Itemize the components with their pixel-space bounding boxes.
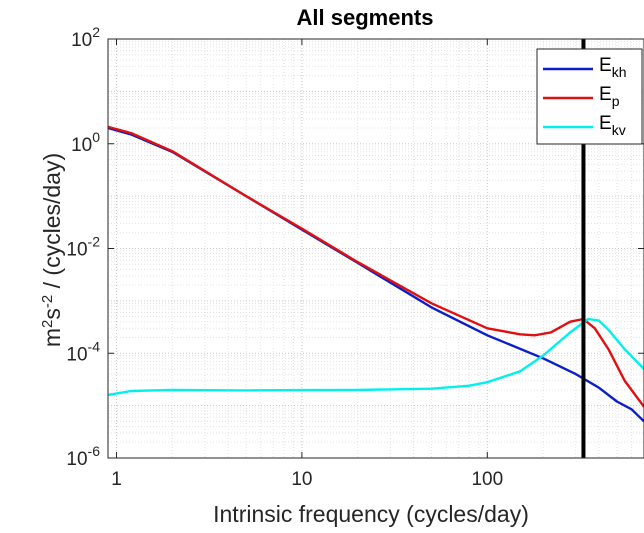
y-tick-label: 102 [71, 24, 100, 51]
series-line-E-p [107, 125, 644, 408]
y-tick-label: 100 [71, 129, 100, 156]
y-tick-label: 10-2 [66, 234, 100, 261]
legend-label-E-p: Ep [599, 84, 620, 109]
x-tick-label: 1 [111, 469, 122, 490]
chart-title: All segments [297, 5, 434, 30]
tick-marks [108, 38, 644, 459]
series-line-E-kh [107, 126, 644, 423]
x-axis-label: Intrinsic frequency (cycles/day) [213, 501, 529, 527]
y-tick-label: 10-4 [66, 338, 100, 365]
x-tick-label: 10 [291, 469, 312, 490]
y-axis-label: m2s-2 / (cycles/day) [39, 153, 65, 347]
legend: Ekh Ep Ekv [536, 48, 643, 145]
x-tick-label: 100 [471, 469, 503, 490]
series-layer [107, 125, 644, 423]
tick-labels: 1 10 100 10-6 10-4 10-2 100 102 [66, 24, 503, 490]
grid [107, 38, 644, 459]
y-tick-label: 10-6 [66, 443, 100, 470]
series-line-E-kv [107, 317, 644, 397]
legend-label-E-kh: Ekh [599, 55, 626, 80]
legend-label-E-kv: Ekv [599, 113, 626, 138]
